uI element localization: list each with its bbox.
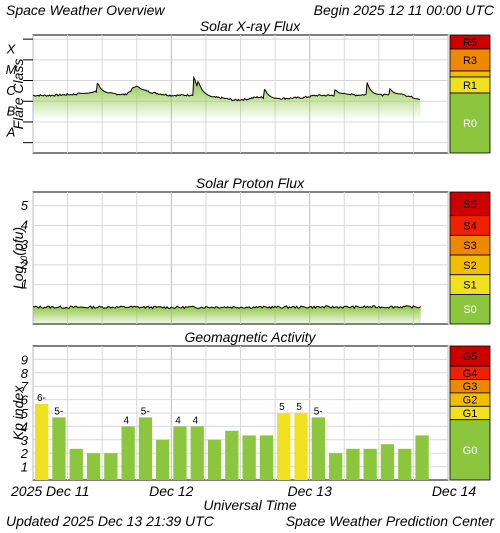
- proton-scale-band: [449, 294, 491, 325]
- kp-bar: [121, 426, 135, 480]
- kp-bar: [52, 417, 66, 480]
- kp-bar: [190, 426, 204, 480]
- kp-tick-label: 4: [21, 419, 28, 434]
- kp-bar-label: 5-: [141, 406, 150, 417]
- kp-tick-label: 9: [21, 352, 28, 367]
- kp-bar: [277, 413, 291, 480]
- begin-label: Begin: [313, 2, 350, 18]
- x-axis-tick-label: 2025 Dec 11: [10, 483, 89, 499]
- kp-bar: [86, 453, 101, 480]
- header-title: Space Weather Overview: [6, 2, 165, 18]
- proton-flux-fill: [33, 305, 421, 324]
- kp-panel-title: Geomagnetic Activity: [185, 329, 317, 345]
- xray-scale-label: R3: [463, 55, 477, 67]
- kp-bar-label: 4: [175, 415, 181, 426]
- proton-panel-title: Solar Proton Flux: [196, 175, 305, 191]
- proton-tick-label: 2: [20, 257, 29, 272]
- kp-y-axis-label: Kp index: [10, 385, 26, 440]
- proton-ylabel-tail: (pfu): [10, 227, 26, 256]
- kp-tick-label: 8: [21, 366, 29, 381]
- xray-scale-label: R0: [463, 118, 477, 130]
- proton-ylabel-main: Log: [10, 266, 26, 290]
- kp-bar: [225, 430, 239, 480]
- proton-y-axis-label: Log10(pfu): [10, 227, 29, 289]
- footer-source: Space Weather Prediction Center: [285, 513, 494, 529]
- kp-bar: [294, 413, 308, 480]
- begin-time: 2025 12 11 00:00 UTC: [353, 2, 494, 18]
- kp-bar: [156, 439, 170, 480]
- xray-scale-label: R5: [463, 37, 477, 49]
- kp-bar-label: 5-: [54, 406, 63, 417]
- xray-tick-label: C: [6, 83, 16, 98]
- kp-bar: [104, 453, 118, 480]
- kp-scale-label: G2: [463, 395, 478, 407]
- kp-bar: [138, 417, 153, 480]
- kp-bar: [242, 435, 256, 480]
- xray-scale-band: [449, 92, 491, 154]
- kp-scale-label: G3: [463, 381, 478, 393]
- x-axis-tick-label: Dec 12: [149, 483, 194, 499]
- kp-tick-label: 5: [21, 406, 29, 421]
- xray-tick-label: X: [6, 41, 17, 56]
- proton-scale-label: S1: [463, 280, 476, 292]
- proton-scale-label: S3: [463, 240, 476, 252]
- kp-bar: [311, 417, 325, 480]
- xray-flux-trace: [32, 75, 421, 102]
- kp-bar-label: 5: [279, 402, 285, 413]
- x-axis-tick-label: Dec 13: [288, 483, 333, 499]
- kp-bar: [259, 435, 274, 480]
- proton-scale-label: S0: [463, 304, 476, 316]
- kp-tick-label: 3: [21, 433, 29, 448]
- xray-tick-label: B: [7, 104, 16, 119]
- kp-bar: [329, 453, 343, 480]
- xray-y-axis-label: Flare Class: [10, 59, 26, 130]
- kp-bar-label: 4: [124, 415, 130, 426]
- kp-bar: [69, 448, 83, 480]
- kp-bar: [346, 448, 360, 480]
- proton-tick-label: 4: [21, 217, 28, 232]
- proton-scale-label: S2: [463, 260, 476, 272]
- kp-bar: [380, 444, 395, 480]
- kp-scale-label: G5: [463, 351, 478, 363]
- proton-tick-label: 5: [21, 198, 29, 213]
- kp-bar: [35, 404, 49, 480]
- kp-tick-label: 1: [21, 460, 28, 475]
- kp-bar: [173, 426, 187, 480]
- proton-scale-label: S5: [463, 199, 476, 211]
- kp-bar-label: 5-: [314, 406, 323, 417]
- kp-bar: [415, 435, 429, 480]
- proton-scale-label: S4: [463, 220, 476, 232]
- proton-tick-label: 1: [21, 277, 28, 292]
- kp-bar: [398, 448, 412, 480]
- kp-bar-label: 6-: [37, 393, 46, 404]
- kp-scale-label: G4: [463, 368, 478, 380]
- kp-scale-label: G1: [463, 408, 478, 420]
- header-begin: Begin 2025 12 11 00:00 UTC: [314, 2, 494, 18]
- updated-label: Updated: [6, 513, 59, 529]
- xray-tick-label: M: [6, 62, 17, 77]
- x-axis-tick-label: Dec 14: [432, 483, 477, 499]
- kp-bar: [207, 439, 222, 480]
- proton-tick-label: 3: [21, 237, 29, 252]
- xray-scale-band: [449, 70, 491, 78]
- kp-tick-label: 7: [21, 379, 29, 394]
- kp-bar: [363, 448, 377, 480]
- kp-tick-label: 2: [20, 446, 29, 461]
- updated-time: 2025 Dec 13 21:39 UTC: [62, 513, 214, 529]
- xray-tick-label: A: [6, 124, 16, 139]
- proton-ylabel-sub: 10: [19, 256, 29, 266]
- xray-panel-title: Solar X-ray Flux: [200, 18, 301, 34]
- kp-tick-label: 6: [21, 393, 29, 408]
- x-axis-title: Universal Time: [203, 497, 297, 513]
- footer-updated: Updated 2025 Dec 13 21:39 UTC: [6, 513, 214, 529]
- kp-scale-band: [449, 419, 491, 481]
- kp-bar-label: 5: [296, 402, 302, 413]
- kp-bar-label: 4: [193, 415, 199, 426]
- proton-flux-trace: [32, 305, 421, 310]
- kp-scale-label: G0: [463, 445, 478, 457]
- xray-scale-label: R1: [463, 80, 477, 92]
